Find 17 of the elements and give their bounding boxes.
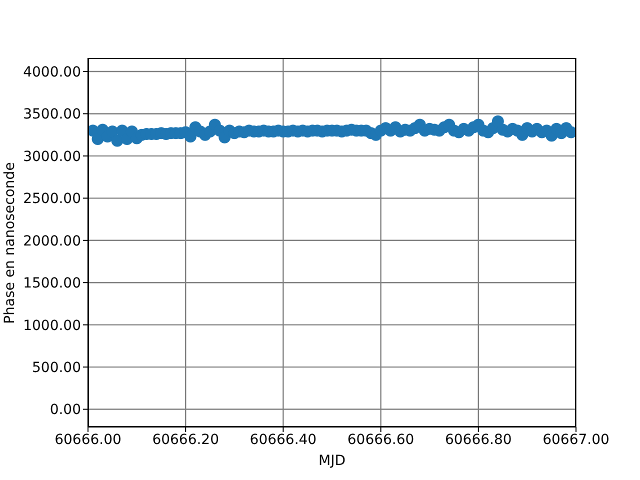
y-axis-title: Phase en nanoseconde [2, 162, 18, 324]
y-tick-label: 3500.00 [23, 106, 81, 123]
x-tick-label: 60666.60 [347, 432, 414, 448]
x-tick-label: 60666.00 [54, 432, 122, 448]
x-tick-label: 60667.00 [542, 432, 610, 448]
y-tick-label: 500.00 [32, 360, 81, 376]
x-tick-label: 60666.20 [152, 432, 220, 448]
x-tick-label: 60666.40 [250, 432, 317, 448]
y-tick-label: 1500.00 [23, 276, 81, 292]
y-tick-label: 1000.00 [23, 318, 81, 334]
y-tick-label: 0.00 [50, 402, 81, 418]
y-tick-label: 2000.00 [23, 233, 81, 250]
x-axis-title: MJD [318, 453, 346, 469]
y-tick-label: 2500.00 [23, 191, 81, 208]
y-tick-label: 3000.00 [23, 148, 81, 165]
x-tick-label: 60666.80 [444, 432, 512, 448]
y-tick-label: 4000.00 [23, 64, 81, 80]
